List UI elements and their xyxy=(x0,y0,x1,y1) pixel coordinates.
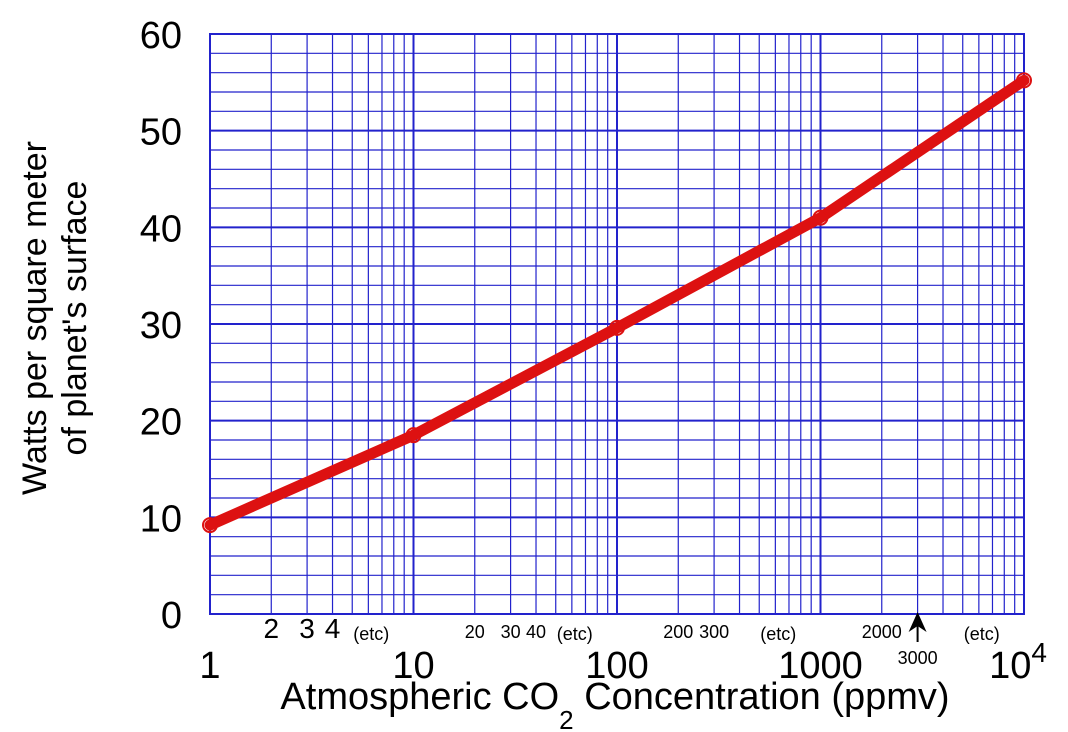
minor-tick-annotation: 2 xyxy=(263,613,279,644)
series-layer xyxy=(202,72,1032,534)
data-point xyxy=(609,319,625,336)
y-tick-label: 10 xyxy=(140,498,182,540)
minor-tick-annotation: 300 xyxy=(699,622,729,642)
minor-tick-annotation: 30 xyxy=(501,622,521,642)
x-axis-label-subscript: 2 xyxy=(559,705,573,732)
etc-annotation: (etc) xyxy=(353,624,389,644)
x-tick-label-10e4: 104 xyxy=(989,637,1047,687)
minor-tick-annotation: 3 xyxy=(299,613,315,644)
x-tick-label: 1 xyxy=(199,645,220,687)
y-tick-label: 40 xyxy=(140,208,182,250)
x-tick-label: 100 xyxy=(585,645,648,687)
minor-tick-annotation: 20 xyxy=(465,622,485,642)
minor-tick-annotation: 4 xyxy=(325,613,341,644)
x-tick-label-base: 10 xyxy=(989,645,1031,687)
y-tick-label: 50 xyxy=(140,112,182,154)
etc-annotation: (etc) xyxy=(760,624,796,644)
data-point xyxy=(202,517,218,534)
series-line xyxy=(204,74,1030,531)
data-point xyxy=(1016,72,1032,89)
etc-annotation: (etc) xyxy=(964,624,1000,644)
arrow-label: 3000 xyxy=(898,648,938,668)
x-tick-labels: 1 10 100 1000 104 xyxy=(199,637,1047,687)
y-tick-label: 60 xyxy=(140,15,182,57)
x-axis-label-part1: Atmospheric CO xyxy=(280,676,559,718)
data-point xyxy=(405,427,422,444)
y-tick-label: 30 xyxy=(140,305,182,347)
y-tick-labels: 0 10 20 30 40 50 60 xyxy=(140,15,182,637)
y-tick-label: 20 xyxy=(140,402,182,444)
x-axis-label-part2: Concentration (ppmv) xyxy=(574,676,950,718)
minor-tick-annotation: 200 xyxy=(663,622,693,642)
data-point xyxy=(812,209,829,226)
minor-annotations: 2 3 4 (etc) 20 30 40 (etc) 200 300 (etc) 2000 (etc) 3… xyxy=(263,612,1000,668)
minor-tick-annotation: 2000 xyxy=(862,622,902,642)
grid xyxy=(209,33,1025,615)
minor-tick-annotation: 40 xyxy=(526,622,546,642)
x-tick-label: 10 xyxy=(392,645,434,687)
arrow-head xyxy=(908,612,927,632)
y-axis-label-line2: of planet's surface xyxy=(56,181,94,456)
x-axis-label: Atmospheric CO2 Concentration (ppmv) xyxy=(280,676,949,732)
etc-annotation: (etc) xyxy=(557,624,593,644)
y-axis-label-line1: Watts per square meter xyxy=(16,141,54,495)
plot-frame xyxy=(209,33,1025,615)
y-tick-label: 0 xyxy=(161,595,182,637)
x-tick-label: 1000 xyxy=(778,645,863,687)
x-tick-label-exponent: 4 xyxy=(1031,637,1047,668)
